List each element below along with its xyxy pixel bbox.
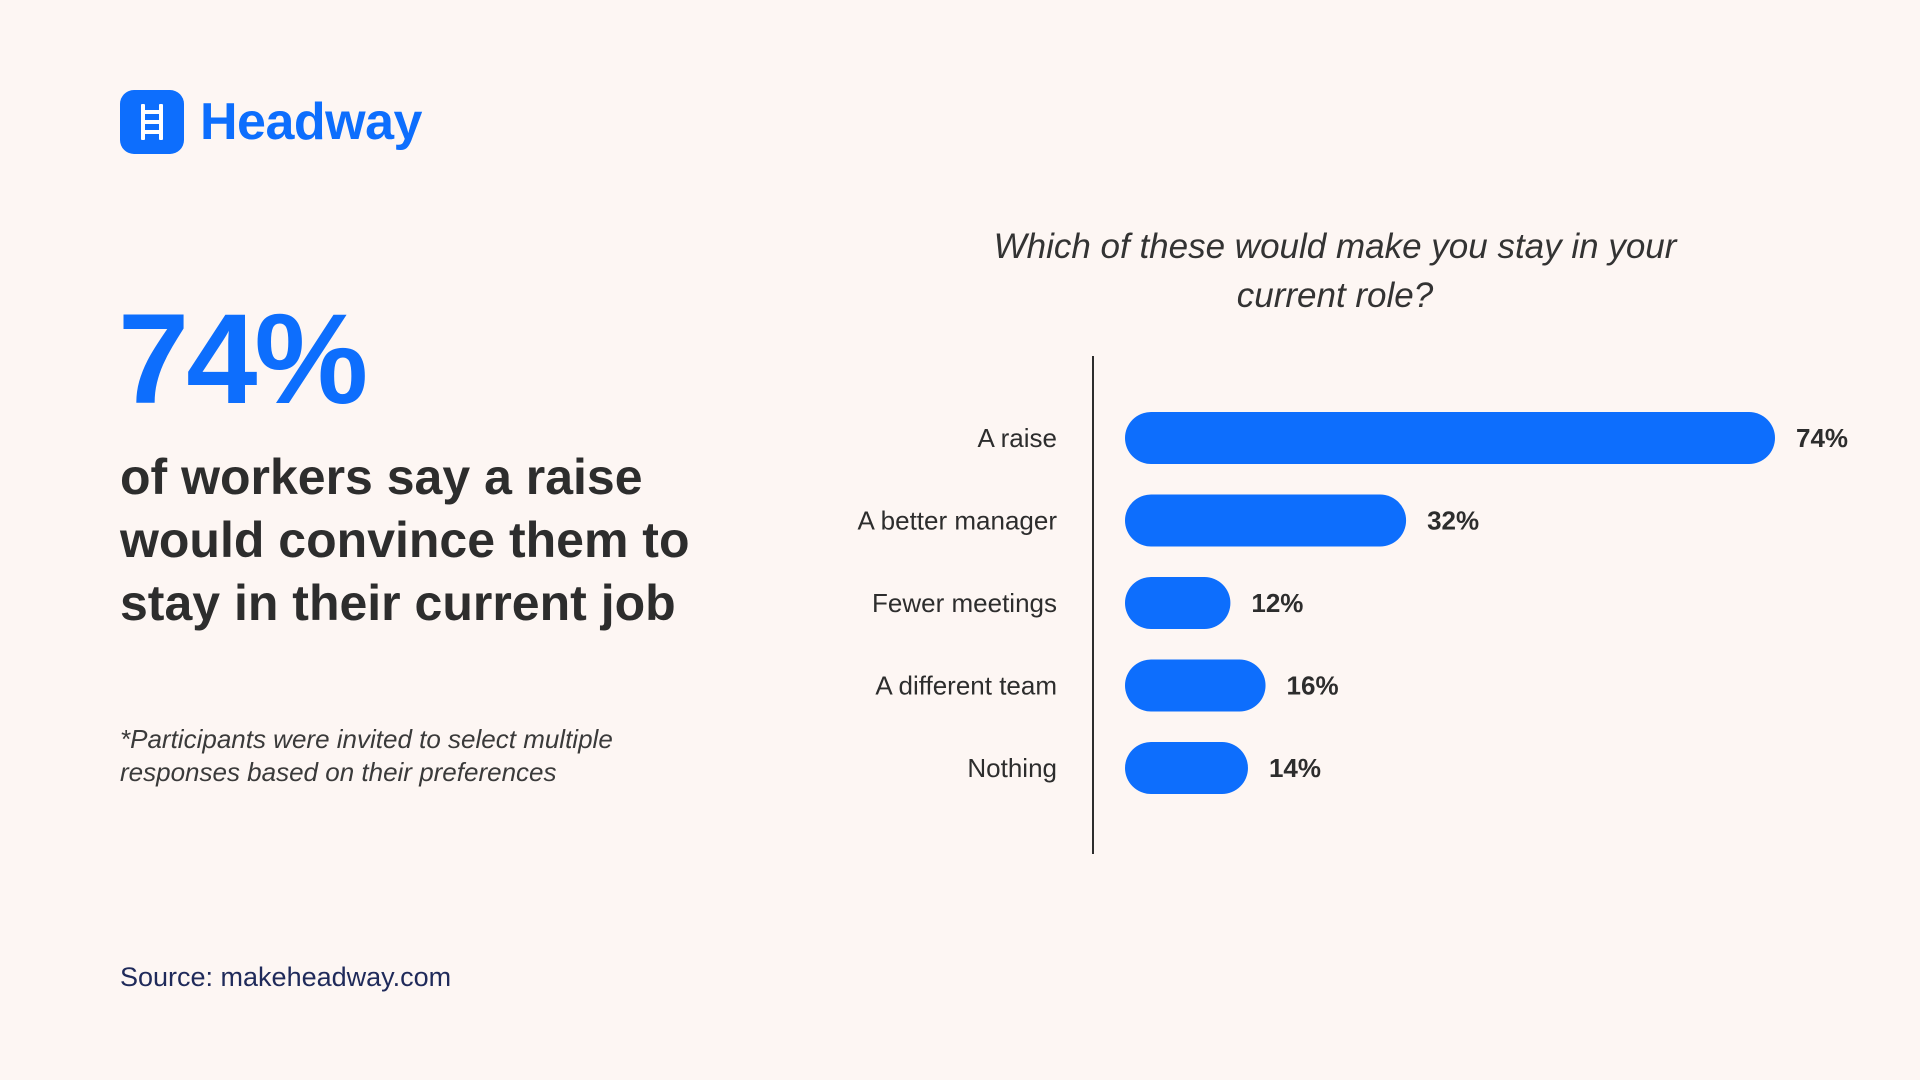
category-label: Fewer meetings [872, 588, 1057, 618]
source-text: Source: makeheadway.com [120, 962, 452, 992]
bar [1125, 494, 1407, 547]
highlight-stat: 74% [118, 288, 368, 431]
value-label: 12% [1251, 588, 1303, 618]
category-label: Nothing [967, 753, 1057, 783]
bar [1125, 742, 1248, 794]
brand-name: Headway [200, 92, 422, 151]
value-label: 32% [1427, 506, 1479, 536]
value-label: 16% [1287, 671, 1339, 701]
category-label: A raise [978, 423, 1058, 453]
bar [1125, 577, 1231, 629]
value-label: 74% [1796, 423, 1848, 453]
chart-title: Which of these would make you stay in yo… [993, 227, 1677, 315]
value-label: 14% [1269, 753, 1321, 783]
category-label: A better manager [858, 506, 1058, 536]
bar [1125, 412, 1775, 464]
footnote: *Participants were invited to select mul… [120, 724, 613, 787]
brand-logo: Headway [120, 89, 422, 154]
highlight-headline: of workers say a raise would convince th… [120, 449, 690, 631]
bar [1125, 659, 1266, 712]
category-label: A different team [875, 671, 1057, 701]
ladder-icon [120, 89, 184, 154]
